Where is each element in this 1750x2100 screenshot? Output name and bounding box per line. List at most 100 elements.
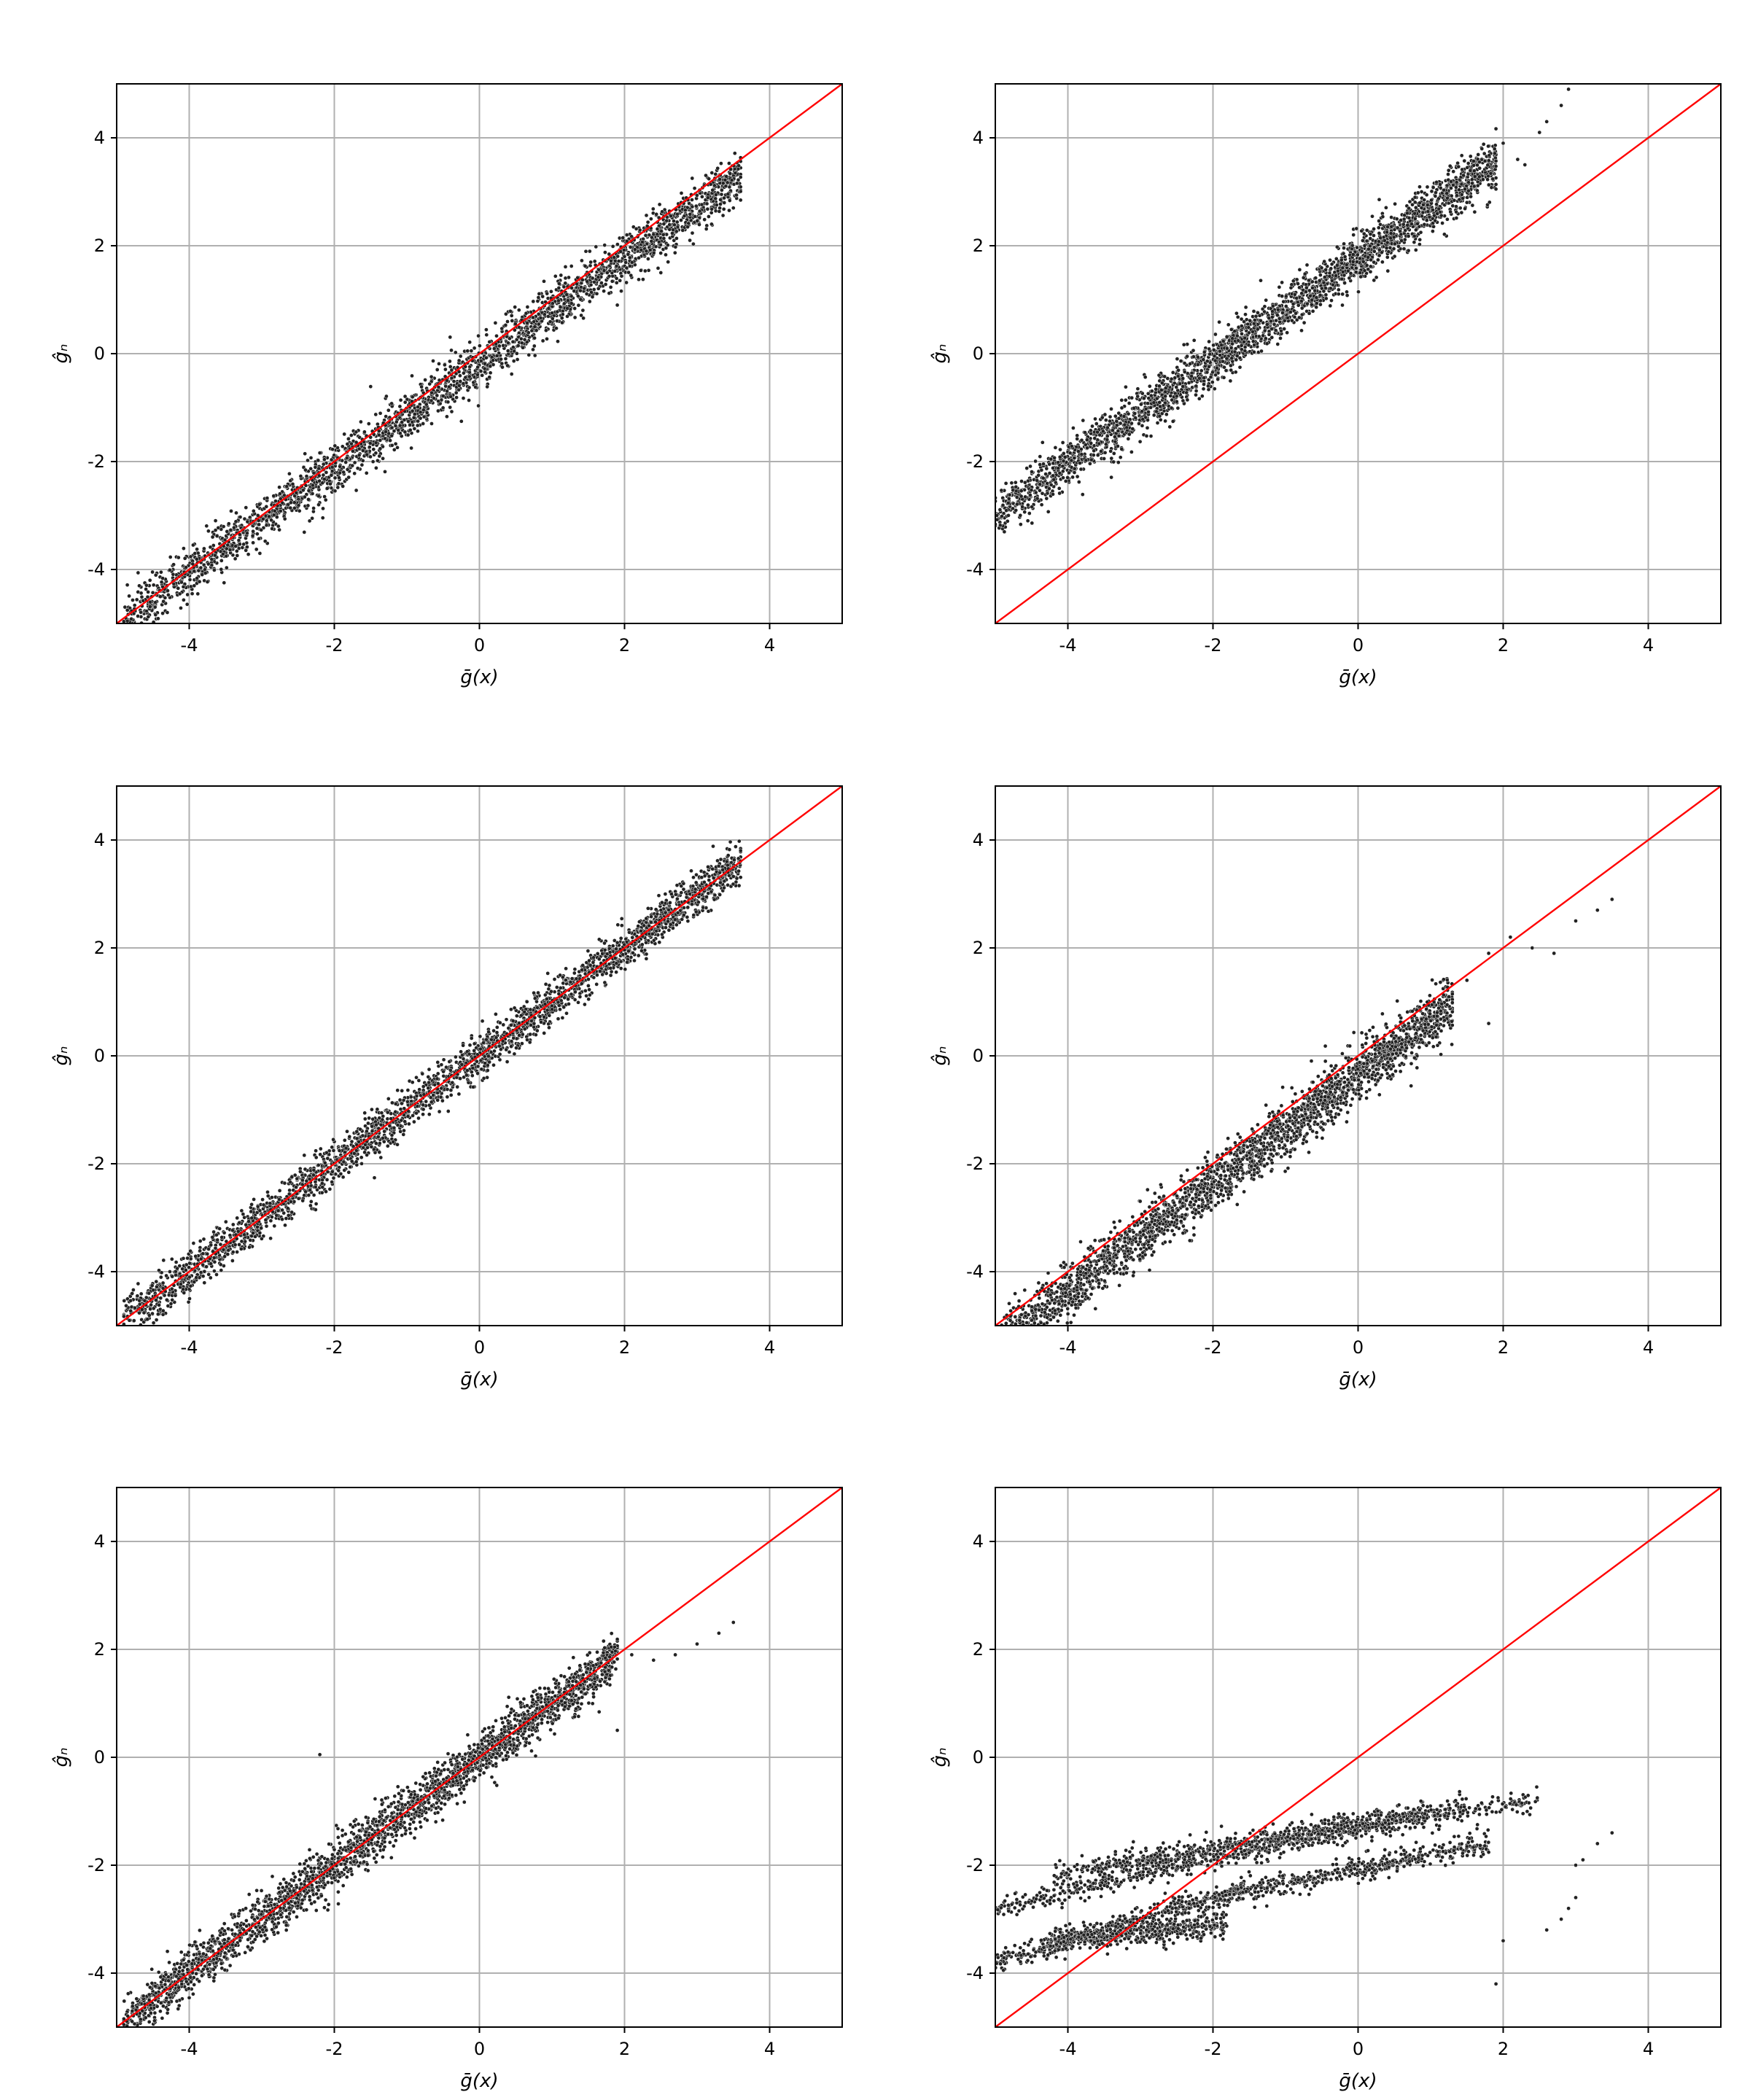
- scatter-point: [389, 425, 394, 430]
- scatter-point: [271, 513, 276, 518]
- scatter-point: [478, 369, 483, 373]
- scatter-point: [412, 412, 417, 416]
- scatter-point: [272, 508, 277, 513]
- scatter-point: [1039, 502, 1044, 508]
- scatter-point: [271, 494, 276, 498]
- scatter-point: [1339, 276, 1345, 281]
- scatter-point: [644, 249, 649, 254]
- scatter-point: [179, 580, 184, 585]
- scatter-point: [461, 396, 466, 400]
- scatter-point: [563, 265, 568, 269]
- scatter-point: [244, 505, 249, 510]
- scatter-point: [590, 295, 595, 300]
- scatter-point: [1394, 217, 1399, 222]
- scatter-point: [1283, 294, 1288, 299]
- scatter-point: [166, 588, 170, 593]
- scatter-point: [1045, 481, 1050, 486]
- scatter-point: [580, 308, 586, 313]
- scatter-point: [378, 411, 383, 416]
- scatter-point: [262, 539, 268, 544]
- scatter-point: [1174, 399, 1179, 404]
- scatter-point: [1216, 377, 1221, 381]
- scatter-point: [587, 299, 592, 304]
- scatter-point: [720, 181, 726, 186]
- scatter-point: [1070, 475, 1075, 480]
- scatter-point: [246, 552, 251, 557]
- scatter-point: [1116, 411, 1121, 416]
- scatter-point: [1296, 281, 1300, 286]
- scatter-point: [1353, 270, 1358, 275]
- scatter-point: [1407, 199, 1412, 204]
- scatter-point: [1304, 285, 1309, 290]
- scatter-point: [1454, 204, 1458, 209]
- scatter-point: [1022, 510, 1027, 515]
- scatter-point: [1493, 187, 1498, 192]
- scatter-point: [131, 598, 135, 602]
- scatter-point: [1118, 455, 1123, 460]
- scatter-point: [670, 231, 674, 236]
- scatter-point: [1345, 293, 1350, 298]
- scatter-point: [184, 565, 188, 569]
- scatter-point: [355, 466, 360, 471]
- scatter-point: [209, 557, 214, 562]
- scatter-point: [1270, 309, 1275, 314]
- scatter-point: [736, 163, 741, 168]
- scatter-point: [1185, 397, 1190, 402]
- scatter-point: [1307, 278, 1311, 283]
- scatter-point: [628, 255, 632, 260]
- scatter-point: [683, 208, 688, 213]
- scatter-point: [1191, 338, 1197, 343]
- scatter-point: [316, 466, 322, 471]
- scatter-point: [381, 456, 385, 461]
- scatter-point: [1418, 242, 1422, 246]
- scatter-point: [1434, 202, 1439, 207]
- scatter-point: [705, 206, 710, 211]
- scatter-point: [1461, 173, 1466, 178]
- scatter-point: [1476, 152, 1481, 157]
- scatter-point: [332, 475, 338, 481]
- scatter-point: [1477, 166, 1482, 171]
- scatter-point: [1372, 227, 1376, 231]
- scatter-point: [1175, 405, 1181, 411]
- scatter-point: [1418, 184, 1422, 190]
- scatter-point: [615, 303, 620, 308]
- scatter-point: [264, 518, 269, 523]
- scatter-point: [726, 192, 731, 197]
- scatter-point: [473, 385, 478, 389]
- scatter-point: [1103, 418, 1108, 422]
- scatter-point: [1259, 318, 1263, 323]
- scatter-point: [1420, 210, 1426, 215]
- scatter-point: [176, 555, 181, 560]
- scatter-point: [448, 394, 453, 399]
- scatter-point: [1345, 289, 1349, 295]
- scatter-point: [532, 353, 537, 358]
- scatter-point: [257, 551, 262, 556]
- scatter-point: [303, 494, 307, 499]
- scatter-point: [1024, 466, 1030, 470]
- scatter-point: [521, 345, 525, 350]
- scatter-point: [445, 414, 449, 419]
- scatter-point: [705, 195, 710, 201]
- scatter-point: [1184, 390, 1189, 395]
- scatter-point: [1334, 273, 1338, 278]
- scatter-point: [448, 405, 453, 410]
- scatter-point: [409, 446, 413, 451]
- scatter-point: [695, 193, 699, 198]
- scatter-point: [1299, 291, 1304, 296]
- scatter-point: [1103, 442, 1108, 447]
- scatter-point: [421, 414, 427, 419]
- scatter-point: [707, 214, 711, 219]
- scatter-point: [342, 432, 347, 437]
- scatter-point: [1354, 260, 1359, 264]
- scatter-point: [722, 201, 727, 205]
- scatter-point: [615, 242, 620, 246]
- scatter-point: [542, 279, 546, 284]
- scatter-point: [1212, 386, 1217, 392]
- scatter-point: [685, 225, 690, 230]
- scatter-point: [472, 346, 477, 351]
- scatter-point: [1471, 168, 1477, 174]
- scatter-point: [402, 400, 408, 405]
- scatter-point: [395, 445, 400, 450]
- scatter-point: [632, 247, 637, 252]
- scatter-point: [1100, 415, 1105, 420]
